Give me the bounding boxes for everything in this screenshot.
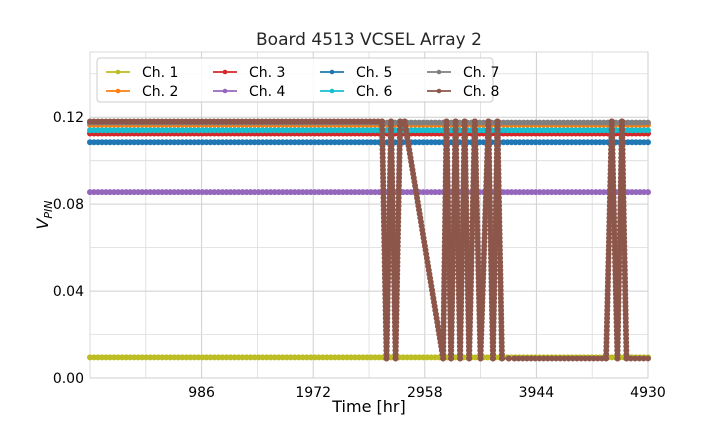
- legend-label: Ch. 5: [356, 65, 392, 81]
- legend-swatch-marker: [436, 69, 442, 75]
- series-marker: [544, 355, 551, 362]
- legend-swatch-marker: [115, 88, 121, 94]
- series-marker: [565, 355, 572, 362]
- series-marker: [519, 355, 526, 362]
- x-tick-label: 4930: [630, 385, 666, 401]
- series-marker: [586, 355, 593, 362]
- legend-label: Ch. 3: [249, 65, 285, 81]
- legend-swatch-marker: [436, 88, 442, 94]
- series-ch-6: [87, 127, 651, 134]
- legend: Ch. 1 Ch. 2 Ch. 3 Ch. 4 Ch. 5 Ch. 6 Ch. 7 Ch. 8: [96, 57, 499, 103]
- legend-item: Ch. 2: [106, 84, 178, 100]
- y-axis-label-main: V: [33, 218, 52, 230]
- series-marker: [645, 139, 651, 146]
- x-tick-label: 3944: [519, 385, 555, 401]
- legend-label: Ch. 2: [142, 84, 178, 100]
- series-marker: [561, 355, 568, 362]
- legend-swatch-marker: [115, 69, 121, 75]
- series-marker: [540, 355, 547, 362]
- series-layer: [87, 118, 651, 362]
- legend-swatch-marker: [222, 88, 228, 94]
- series-marker: [553, 355, 560, 362]
- series-marker: [528, 355, 535, 362]
- x-axis-label: Time [hr]: [331, 397, 405, 416]
- series-marker: [594, 355, 601, 362]
- series-marker: [523, 355, 530, 362]
- legend-item: Ch. 8: [427, 84, 499, 100]
- legend-item: Ch. 1: [106, 65, 178, 81]
- y-tick-label: 0.04: [53, 284, 84, 300]
- series-marker: [548, 355, 555, 362]
- y-tick-label: 0.12: [53, 110, 84, 126]
- y-tick-label: 0.00: [53, 371, 84, 387]
- series-marker: [636, 355, 643, 362]
- series-marker: [627, 355, 634, 362]
- series-marker: [640, 355, 647, 362]
- legend-item: Ch. 7: [427, 65, 499, 81]
- series-marker: [511, 355, 518, 362]
- series-marker: [645, 355, 651, 362]
- legend-label: Ch. 7: [463, 65, 499, 81]
- series-ch-8: [87, 118, 651, 362]
- series-marker: [498, 355, 505, 362]
- series-marker: [578, 355, 585, 362]
- chart-title: Board 4513 VCSEL Array 2: [256, 30, 482, 50]
- series-marker: [645, 127, 651, 134]
- x-tick-label: 2958: [407, 385, 443, 401]
- x-tick-label: 986: [188, 385, 215, 401]
- x-tick-label: 1972: [295, 385, 331, 401]
- legend-item: Ch. 6: [320, 84, 393, 100]
- legend-frame: [96, 57, 494, 103]
- series-ch-5: [87, 139, 651, 146]
- series-marker: [515, 355, 522, 362]
- legend-item: Ch. 5: [320, 65, 392, 81]
- legend-label: Ch. 4: [249, 84, 286, 100]
- legend-label: Ch. 8: [463, 84, 499, 100]
- series-marker: [505, 355, 512, 362]
- series-marker: [569, 355, 576, 362]
- series-marker: [632, 355, 639, 362]
- y-axis-label: VPIN: [33, 200, 55, 229]
- series-marker: [532, 355, 539, 362]
- svg-text:VPIN: VPIN: [33, 200, 55, 229]
- series-marker: [645, 189, 651, 196]
- series-ch-4: [87, 189, 651, 196]
- legend-label: Ch. 1: [142, 65, 178, 81]
- series-marker: [397, 118, 404, 125]
- y-tick-label: 0.08: [53, 197, 84, 213]
- legend-swatch-marker: [222, 69, 228, 75]
- series-marker: [557, 355, 564, 362]
- legend-swatch-marker: [329, 88, 335, 94]
- legend-label: Ch. 6: [356, 84, 393, 100]
- series-marker: [536, 355, 543, 362]
- legend-item: Ch. 3: [213, 65, 285, 81]
- legend-item: Ch. 4: [213, 84, 286, 100]
- series-marker: [598, 355, 605, 362]
- y-axis-label-subscript: PIN: [42, 200, 55, 218]
- series-marker: [590, 355, 597, 362]
- series-marker: [582, 355, 589, 362]
- axes: 986 1972 2958 3944 4930 0.00 0.04 0.08 0.12: [53, 110, 666, 401]
- legend-swatch-marker: [329, 69, 335, 75]
- series-marker: [573, 355, 580, 362]
- series-marker: [623, 355, 630, 362]
- series-marker: [645, 119, 651, 126]
